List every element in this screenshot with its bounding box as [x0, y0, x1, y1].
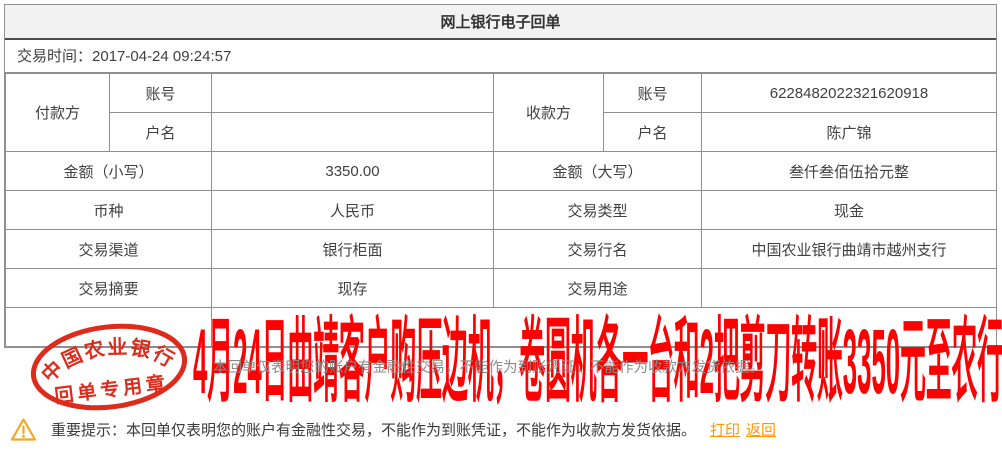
amount-small-value: 3350.00	[211, 151, 494, 191]
transaction-time-row: 交易时间：2017-04-24 09:24:57	[5, 40, 996, 73]
stamp-line2: 回单专用章	[53, 371, 170, 408]
table-row: 付款方 账号 收款方 账号 6228482022321620918	[5, 73, 997, 152]
receipt-table: 付款方 账号 收款方 账号 6228482022321620918 户名 户名 …	[5, 73, 997, 347]
currency-value: 人民币	[211, 190, 494, 230]
transaction-time-label: 交易时间：	[17, 48, 93, 65]
receipt-document: 网上银行电子回单 交易时间：2017-04-24 09:24:57 付款方 账号…	[4, 4, 997, 348]
payee-account-value: 6228482022321620918	[701, 73, 997, 113]
warning-icon	[10, 418, 37, 441]
payee-group-label: 收款方	[493, 73, 604, 152]
amount-big-value: 叁仟叁佰伍拾元整	[701, 151, 997, 191]
payee-account-label: 账号	[603, 73, 702, 113]
channel-label: 交易渠道	[5, 229, 212, 269]
watermark-text: 本回单仅表明您的账户有金融性交易，不能作为到账凭证，不能作为收款方发货依据。	[213, 360, 764, 376]
important-notice: 重要提示：本回单仅表明您的账户有金融性交易，不能作为到账凭证，不能作为收款方发货…	[10, 417, 776, 442]
payer-name-value	[211, 112, 494, 152]
table-row: 交易摘要 现存 交易用途	[5, 268, 997, 308]
table-row: 金额（小写） 3350.00 金额（大写） 叁仟叁佰伍拾元整	[5, 151, 997, 191]
table-row: 币种 人民币 交易类型 现金	[5, 190, 997, 230]
payer-account-value	[211, 73, 494, 113]
note-cell	[211, 307, 997, 347]
txn-type-value: 现金	[701, 190, 997, 230]
amount-small-label: 金额（小写）	[5, 151, 212, 191]
amount-big-label: 金额（大写）	[493, 151, 702, 191]
txn-type-label: 交易类型	[493, 190, 702, 230]
page-title: 网上银行电子回单	[5, 5, 996, 40]
red-overlay-note: 4月24日曲靖客户购压边机，卷圆机各一台和2把剪刀转账3350元至农行账户	[193, 311, 1002, 413]
print-link[interactable]: 打印	[710, 422, 741, 439]
bank-stamp: 中国农业银行 回单专用章	[30, 323, 188, 411]
purpose-label: 交易用途	[493, 268, 702, 308]
bank-name-value: 中国农业银行曲靖市越州支行	[701, 229, 997, 269]
payee-name-label: 户名	[603, 112, 702, 152]
back-link[interactable]: 返回	[746, 422, 777, 439]
transaction-time-value: 2017-04-24 09:24:57	[92, 48, 232, 65]
notice-text: 重要提示：本回单仅表明您的账户有金融性交易，不能作为到账凭证，不能作为收款方发货…	[51, 422, 697, 439]
payer-account-label: 账号	[109, 73, 212, 113]
channel-value: 银行柜面	[211, 229, 494, 269]
payer-name-label: 户名	[109, 112, 212, 152]
bank-name-label: 交易行名	[493, 229, 702, 269]
payer-group-label: 付款方	[5, 73, 110, 152]
purpose-value	[701, 268, 997, 308]
payee-name-value: 陈广锦	[701, 112, 997, 152]
table-row: 交易渠道 银行柜面 交易行名 中国农业银行曲靖市越州支行	[5, 229, 997, 269]
currency-label: 币种	[5, 190, 212, 230]
summary-label: 交易摘要	[5, 268, 212, 308]
table-row	[5, 307, 997, 347]
summary-value: 现存	[211, 268, 494, 308]
